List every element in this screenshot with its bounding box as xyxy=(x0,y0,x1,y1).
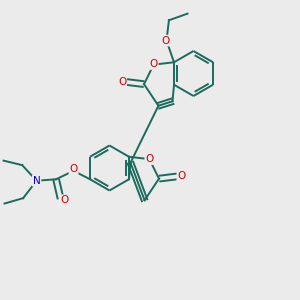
Text: N: N xyxy=(33,176,41,186)
Text: O: O xyxy=(177,171,186,181)
Text: O: O xyxy=(161,36,169,46)
Text: O: O xyxy=(60,195,68,205)
Text: O: O xyxy=(149,59,158,69)
Text: O: O xyxy=(145,154,154,164)
Text: O: O xyxy=(69,164,78,174)
Text: O: O xyxy=(118,77,126,87)
